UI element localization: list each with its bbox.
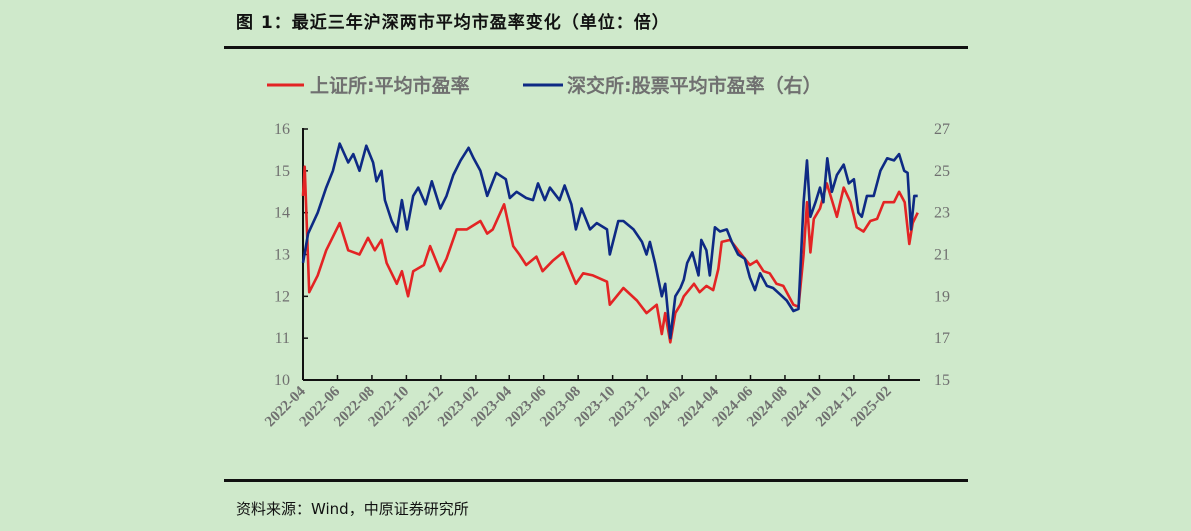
left-tick-label: 12 xyxy=(274,288,290,305)
series-line-sse xyxy=(301,165,919,344)
bottom-rule xyxy=(224,479,968,482)
right-tick-label: 19 xyxy=(934,288,950,305)
right-tick-label: 23 xyxy=(934,205,950,222)
figure-title: 图 1：最近三年沪深两市平均市盈率变化（单位：倍） xyxy=(236,13,670,33)
legend-label-szse: 深交所:股票平均市盈率（右） xyxy=(567,74,822,97)
source-note: 资料来源：Wind，中原证券研究所 xyxy=(236,500,469,518)
legend-label-sse: 上证所:平均市盈率 xyxy=(310,74,470,97)
series-line-szse xyxy=(301,142,918,340)
right-tick-label: 17 xyxy=(934,330,950,347)
left-tick-label: 10 xyxy=(274,372,290,389)
legend: 上证所:平均市盈率 深交所:股票平均市盈率（右） xyxy=(267,74,822,97)
right-tick-label: 27 xyxy=(934,121,950,138)
right-tick-label: 25 xyxy=(934,163,950,180)
top-rule xyxy=(224,46,968,49)
right-tick-label: 21 xyxy=(934,247,950,264)
left-tick-label: 15 xyxy=(274,163,290,180)
left-tick-label: 16 xyxy=(274,121,290,138)
right-tick-label: 15 xyxy=(934,372,950,389)
left-tick-label: 14 xyxy=(274,205,290,222)
left-tick-label: 13 xyxy=(274,247,290,264)
left-tick-label: 11 xyxy=(275,330,290,347)
